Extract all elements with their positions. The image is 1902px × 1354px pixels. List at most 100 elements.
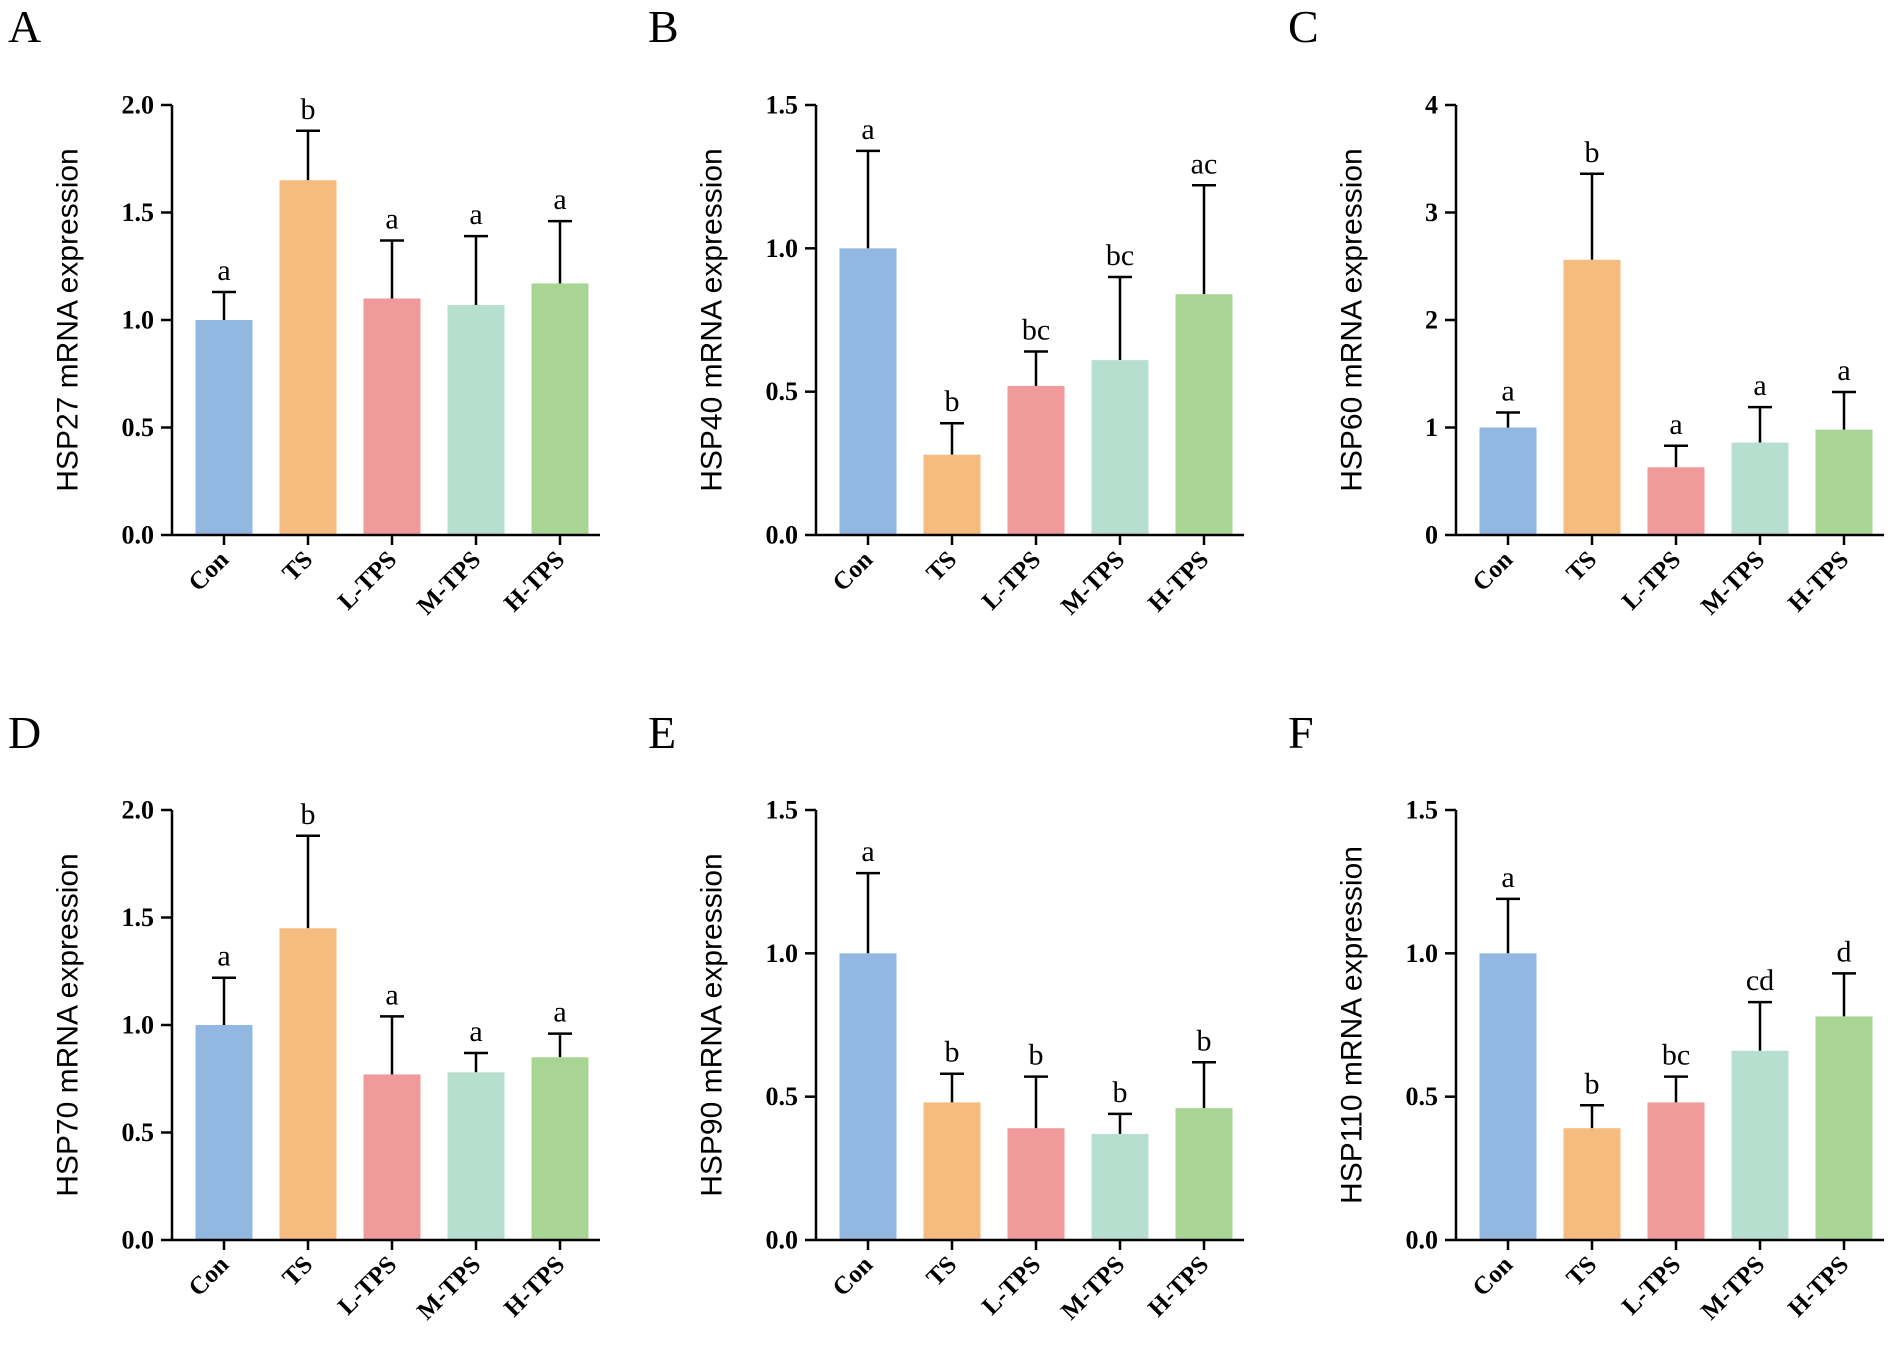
bar-m-tps — [1091, 360, 1149, 535]
y-tick-label: 1.0 — [122, 306, 155, 335]
x-tick-label: TS — [922, 546, 963, 587]
panel-letter: F — [1288, 707, 1314, 758]
significance-label: a — [1501, 861, 1514, 894]
chart-panel-a: A HSP27 mRNA expression a Con b TS a L-TPS a M-TP… — [8, 1, 600, 620]
y-axis-label: HSP27 mRNA expression — [52, 148, 85, 491]
y-tick-label: 0.5 — [122, 413, 155, 442]
significance-label: a — [553, 996, 566, 1029]
significance-label: bc — [1662, 1039, 1690, 1072]
y-tick-label: 2 — [1425, 306, 1438, 335]
y-tick-label: 2.0 — [122, 91, 155, 120]
significance-label: b — [945, 1036, 960, 1069]
x-tick-label: M-TPS — [1696, 1251, 1770, 1325]
significance-label: bc — [1022, 314, 1050, 347]
bar-l-tps — [363, 1074, 421, 1240]
y-tick-label: 0.0 — [766, 521, 799, 550]
x-tick-label: Con — [828, 1251, 879, 1302]
x-tick-label: Con — [1468, 1251, 1519, 1302]
bar-l-tps — [1647, 467, 1705, 535]
bar-h-tps — [1815, 1016, 1873, 1240]
y-tick-label: 1.0 — [122, 1011, 155, 1040]
y-tick-label: 1 — [1425, 413, 1438, 442]
significance-label: a — [1669, 408, 1682, 441]
y-tick-label: 0.0 — [122, 521, 155, 550]
significance-label: b — [945, 385, 960, 418]
y-tick-label: 1.5 — [122, 903, 155, 932]
bar-ts — [1563, 1128, 1621, 1240]
bar-m-tps — [1731, 442, 1789, 535]
x-tick-label: TS — [922, 1251, 963, 1292]
bar-h-tps — [531, 283, 589, 535]
y-axis-label: HSP70 mRNA expression — [52, 853, 85, 1196]
bar-con — [195, 320, 253, 535]
bar-m-tps — [1731, 1050, 1789, 1240]
x-tick-label: L-TPS — [1617, 1251, 1686, 1320]
significance-label: ac — [1191, 147, 1218, 180]
significance-label: b — [1197, 1024, 1212, 1057]
y-axis-label: HSP110 mRNA expression — [1336, 846, 1369, 1204]
x-tick-label: Con — [184, 546, 235, 597]
x-tick-label: M-TPS — [412, 1251, 486, 1325]
bar-ts — [279, 928, 337, 1240]
panel-letter: E — [648, 707, 676, 758]
bar-h-tps — [1175, 1108, 1233, 1240]
y-tick-label: 0.0 — [766, 1226, 799, 1255]
x-tick-label: TS — [278, 1251, 319, 1292]
y-axis-label: HSP90 mRNA expression — [696, 853, 729, 1196]
significance-label: b — [1585, 136, 1600, 169]
chart-panel-b: B HSP40 mRNA expression a Con b TS bc L-TPS bc M-… — [648, 1, 1244, 620]
significance-label: b — [301, 93, 316, 126]
significance-label: b — [1585, 1067, 1600, 1100]
significance-label: bc — [1106, 239, 1134, 272]
x-tick-label: TS — [278, 546, 319, 587]
significance-label: d — [1837, 935, 1852, 968]
bar-h-tps — [1815, 429, 1873, 535]
x-tick-label: L-TPS — [1617, 546, 1686, 615]
chart-panel-f: F HSP110 mRNA expression a Con b TS bc L-TPS cd M… — [1288, 707, 1884, 1325]
bar-con — [839, 953, 897, 1240]
bar-ts — [1563, 259, 1621, 535]
significance-label: a — [861, 113, 874, 146]
x-tick-label: Con — [1468, 546, 1519, 597]
bar-h-tps — [1175, 294, 1233, 535]
y-tick-label: 0.0 — [122, 1226, 155, 1255]
panel-letter: D — [8, 707, 41, 758]
x-tick-label: H-TPS — [1783, 546, 1854, 617]
panel-letter: C — [1288, 1, 1319, 52]
chart-panel-d: D HSP70 mRNA expression a Con b TS a L-TPS a M-TP… — [8, 707, 600, 1325]
significance-label: a — [1501, 374, 1514, 407]
x-tick-label: H-TPS — [499, 546, 570, 617]
x-tick-label: Con — [184, 1251, 235, 1302]
x-tick-label: L-TPS — [333, 1251, 402, 1320]
y-tick-label: 0.5 — [1406, 1082, 1439, 1111]
bar-l-tps — [1007, 1128, 1065, 1240]
x-tick-label: L-TPS — [977, 546, 1046, 615]
x-tick-label: H-TPS — [1143, 1251, 1214, 1322]
significance-label: b — [1029, 1039, 1044, 1072]
bar-l-tps — [1007, 385, 1065, 535]
x-tick-label: L-TPS — [977, 1251, 1046, 1320]
x-tick-label: H-TPS — [499, 1251, 570, 1322]
bar-h-tps — [531, 1057, 589, 1240]
x-tick-label: M-TPS — [1056, 1251, 1130, 1325]
y-tick-label: 3 — [1425, 198, 1438, 227]
chart-panel-e: E HSP90 mRNA expression a Con b TS b L-TPS b M-TP… — [648, 707, 1244, 1325]
bar-ts — [923, 454, 981, 535]
y-axis-label: HSP60 mRNA expression — [1336, 148, 1369, 491]
y-tick-label: 1.5 — [122, 198, 155, 227]
significance-label: a — [217, 940, 230, 973]
y-tick-label: 0.5 — [766, 1082, 799, 1111]
significance-label: a — [861, 835, 874, 868]
x-tick-label: TS — [1562, 1251, 1603, 1292]
significance-label: a — [385, 202, 398, 235]
bar-l-tps — [1647, 1102, 1705, 1240]
y-tick-label: 0.5 — [122, 1118, 155, 1147]
y-tick-label: 0.0 — [1406, 1226, 1439, 1255]
y-tick-label: 1.0 — [766, 234, 799, 263]
bar-con — [195, 1025, 253, 1240]
bar-l-tps — [363, 298, 421, 535]
bar-m-tps — [1091, 1133, 1149, 1240]
x-tick-label: M-TPS — [1056, 546, 1130, 620]
y-tick-label: 0.5 — [766, 377, 799, 406]
